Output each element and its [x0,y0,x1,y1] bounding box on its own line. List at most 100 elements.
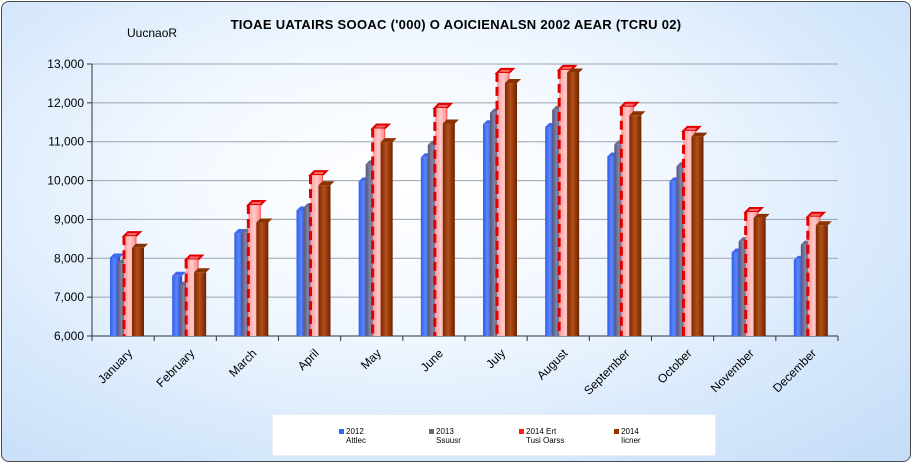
bar-cap [681,125,702,132]
bar-body [753,217,766,336]
x-tick-label: August [534,346,571,383]
bar-cap [172,271,187,276]
bar-cap [691,132,708,137]
bar-body [172,275,183,336]
x-tick-label: May [358,346,384,372]
legend-swatch [429,429,434,434]
bar-3-3 [318,181,335,336]
y-tick-label: 9,000 [54,212,84,226]
bar-body [303,207,314,336]
legend-swatch [519,429,524,434]
bar-body [545,126,556,336]
bar-body [815,225,828,336]
bar-cap [629,111,646,116]
bar-body [365,164,376,336]
bar-body [248,205,261,336]
bar-3-4 [380,138,397,336]
bar-3-11 [815,221,832,336]
y-tick-label: 12,000 [47,96,84,110]
bar-body [420,157,431,336]
legend-label: 2014 Iicner [621,427,641,445]
bar-cap [256,218,273,223]
y-tick-label: 6,000 [54,329,84,343]
bar-3-1 [194,268,211,336]
legend-swatch [614,429,619,434]
bar-body [483,124,493,336]
legend-label: 2013 Ssuusr [436,427,461,445]
bar-body [567,72,580,336]
legend-label: 2014 Ert Tusi Oarss [526,427,565,445]
x-tick-label: February [154,346,198,390]
x-tick-label: November [708,346,757,395]
unit-label: UucnaoR [127,26,178,40]
bar-body [380,142,393,336]
bar-body [669,181,680,336]
x-tick-label: April [295,346,322,373]
x-tick-label: June [418,346,447,375]
bar-cap [132,243,148,248]
bar-body [241,232,252,336]
bar-body [194,272,207,336]
bar-3-8 [629,111,646,336]
bar-body [607,156,618,336]
bar-cap [183,254,205,261]
legend: 2012 Attlec 2013 Ssuusr 2014 Ert Tusi Oa… [272,414,716,456]
x-tick-label: September [581,346,632,397]
x-tick-label: July [483,346,508,371]
bar-cap [805,211,827,218]
bar-cap [318,181,335,186]
axis-layer [87,63,839,341]
bar-0-0 [110,253,124,336]
bar-cap [815,221,832,226]
bar-body [800,244,811,336]
bar-cap [753,213,770,218]
bar-cap [567,68,584,73]
x-tick-label: October [655,346,695,386]
bar-3-6 [505,79,521,336]
bar-cap [245,200,267,207]
bar-body [490,112,500,336]
bar-cap [618,101,640,108]
bar-3-10 [753,213,770,336]
bar-cap [370,123,392,130]
bar-body [256,222,269,336]
bar-cap [380,138,397,143]
y-tick-label: 10,000 [47,174,84,188]
bar-body [629,115,642,336]
bar-3-0 [132,243,148,336]
bar-body [691,136,704,336]
bar-body [318,185,331,336]
bar-body [614,144,625,336]
x-tick-label: January [95,346,135,386]
y-tick-label: 8,000 [54,251,84,265]
bar-body [110,257,120,336]
bar-body [793,259,804,336]
bar-body [132,247,144,336]
bar-body [179,285,190,336]
bar-3-9 [691,132,708,336]
y-tick-label: 11,000 [48,135,84,149]
bar-cap [121,231,143,238]
bar-body [676,166,687,336]
bar-body [427,144,438,336]
bar-body [731,252,742,336]
bar-cap [494,67,516,74]
bar-body [234,233,245,336]
bars-layer [110,64,832,337]
bar-body [358,181,369,336]
bar-3-7 [567,68,584,336]
bar-cap [308,170,329,177]
bar-3-5 [442,119,459,336]
legend-label: 2012 Attlec [346,427,367,445]
bar-body [738,241,749,336]
bar-3-2 [256,218,273,336]
chart-title: TIOAE UATAIRS SOOAC ('000) O AOICIENALSN… [230,17,682,32]
bar-cap [432,102,454,109]
y-tick-label: 13,000 [47,57,84,71]
bar-body [552,109,563,336]
x-tick-label: December [770,346,819,395]
bar-body [442,123,455,336]
bar-body [505,83,517,336]
bar-cap [743,207,765,214]
